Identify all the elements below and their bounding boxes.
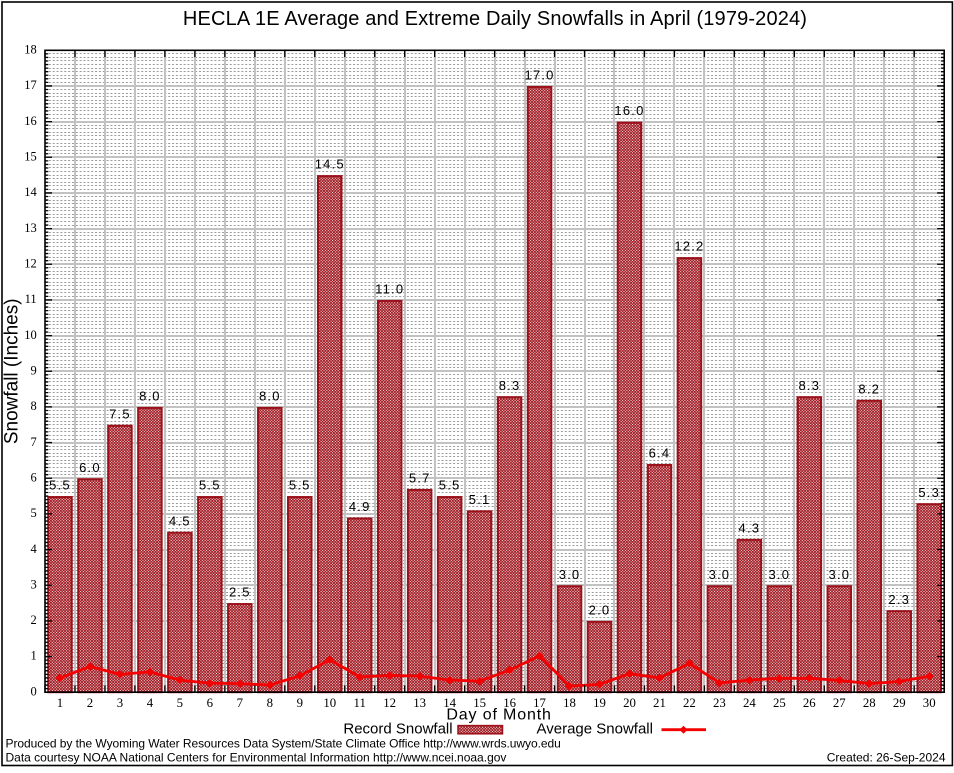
svg-text:1: 1 [30, 649, 36, 663]
svg-text:5.1: 5.1 [469, 492, 491, 507]
svg-text:18: 18 [24, 43, 37, 57]
svg-text:10: 10 [323, 696, 336, 710]
svg-text:2.3: 2.3 [888, 592, 910, 607]
svg-text:3.0: 3.0 [709, 567, 731, 582]
svg-text:Produced by the Wyoming Water: Produced by the Wyoming Water Resources … [6, 737, 561, 751]
svg-text:19: 19 [593, 696, 606, 710]
svg-text:Day of Month: Day of Month [446, 706, 551, 723]
svg-text:17.0: 17.0 [525, 68, 555, 83]
svg-text:16: 16 [24, 114, 37, 128]
svg-text:8: 8 [30, 399, 36, 413]
svg-text:Average Snowfall: Average Snowfall [537, 721, 653, 738]
svg-text:5.7: 5.7 [409, 471, 431, 486]
svg-text:23: 23 [713, 696, 726, 710]
svg-text:3.0: 3.0 [828, 567, 850, 582]
svg-text:5: 5 [30, 506, 36, 520]
svg-text:14: 14 [443, 696, 456, 710]
svg-text:2.5: 2.5 [229, 585, 251, 600]
svg-text:11.0: 11.0 [375, 282, 404, 297]
svg-text:13: 13 [24, 221, 37, 235]
svg-text:1: 1 [57, 696, 63, 710]
svg-text:17: 17 [533, 696, 546, 710]
svg-text:6.0: 6.0 [79, 460, 101, 475]
svg-text:5: 5 [177, 696, 183, 710]
svg-text:27: 27 [833, 696, 846, 710]
svg-text:11: 11 [354, 696, 366, 710]
svg-text:Data courtesy NOAA National Ce: Data courtesy NOAA National Centers for … [6, 750, 507, 764]
svg-text:11: 11 [25, 292, 37, 306]
svg-text:9: 9 [30, 363, 36, 377]
svg-text:6.4: 6.4 [649, 446, 671, 461]
svg-text:6: 6 [30, 470, 36, 484]
svg-text:5.5: 5.5 [49, 478, 71, 493]
svg-text:7: 7 [237, 696, 244, 710]
svg-text:24: 24 [743, 696, 756, 710]
svg-text:8.3: 8.3 [798, 378, 820, 393]
svg-text:13: 13 [413, 696, 426, 710]
svg-text:5.3: 5.3 [918, 485, 940, 500]
svg-text:Record Snowfall: Record Snowfall [343, 721, 452, 738]
svg-text:4.3: 4.3 [739, 520, 761, 535]
svg-text:12: 12 [383, 696, 396, 710]
svg-text:21: 21 [653, 696, 666, 710]
svg-text:3.0: 3.0 [559, 567, 581, 582]
svg-text:3: 3 [30, 577, 36, 591]
svg-text:4.5: 4.5 [169, 513, 191, 528]
svg-text:8.0: 8.0 [259, 389, 281, 404]
svg-text:7.5: 7.5 [109, 406, 131, 421]
svg-text:12.2: 12.2 [674, 239, 704, 254]
svg-text:5.5: 5.5 [289, 478, 311, 493]
svg-text:2: 2 [30, 613, 36, 627]
svg-text:4: 4 [30, 542, 37, 556]
svg-text:25: 25 [773, 696, 786, 710]
svg-text:8.0: 8.0 [139, 389, 161, 404]
svg-text:14.5: 14.5 [315, 157, 345, 172]
svg-text:29: 29 [893, 696, 906, 710]
svg-text:14: 14 [24, 185, 37, 199]
svg-text:5.5: 5.5 [439, 478, 461, 493]
svg-text:15: 15 [24, 149, 37, 163]
svg-text:4: 4 [147, 696, 154, 710]
svg-text:16: 16 [503, 696, 516, 710]
svg-text:30: 30 [923, 696, 936, 710]
svg-text:18: 18 [563, 696, 576, 710]
svg-text:20: 20 [623, 696, 636, 710]
svg-text:5.5: 5.5 [199, 478, 221, 493]
svg-text:8.2: 8.2 [858, 381, 880, 396]
svg-text:Snowfall (Inches): Snowfall (Inches) [1, 298, 22, 444]
svg-text:28: 28 [863, 696, 876, 710]
svg-text:12: 12 [24, 256, 37, 270]
svg-text:4.9: 4.9 [349, 499, 371, 514]
svg-text:2.0: 2.0 [589, 602, 611, 617]
svg-text:26: 26 [803, 696, 816, 710]
svg-text:3: 3 [117, 696, 123, 710]
svg-text:17: 17 [24, 78, 37, 92]
svg-text:16.0: 16.0 [614, 103, 644, 118]
svg-text:22: 22 [683, 696, 696, 710]
svg-text:6: 6 [207, 696, 214, 710]
svg-text:10: 10 [24, 328, 37, 342]
svg-text:15: 15 [473, 696, 486, 710]
svg-text:7: 7 [30, 435, 36, 449]
svg-text:9: 9 [297, 696, 303, 710]
svg-text:8: 8 [267, 696, 273, 710]
svg-text:2: 2 [87, 696, 93, 710]
svg-text:8.3: 8.3 [499, 378, 521, 393]
svg-text:3.0: 3.0 [769, 567, 791, 582]
svg-text:0: 0 [30, 684, 36, 698]
svg-text:Created: 26-Sep-2024: Created: 26-Sep-2024 [827, 750, 946, 764]
svg-text:HECLA 1E Average and Extreme D: HECLA 1E Average and Extreme Daily Snowf… [183, 8, 807, 30]
